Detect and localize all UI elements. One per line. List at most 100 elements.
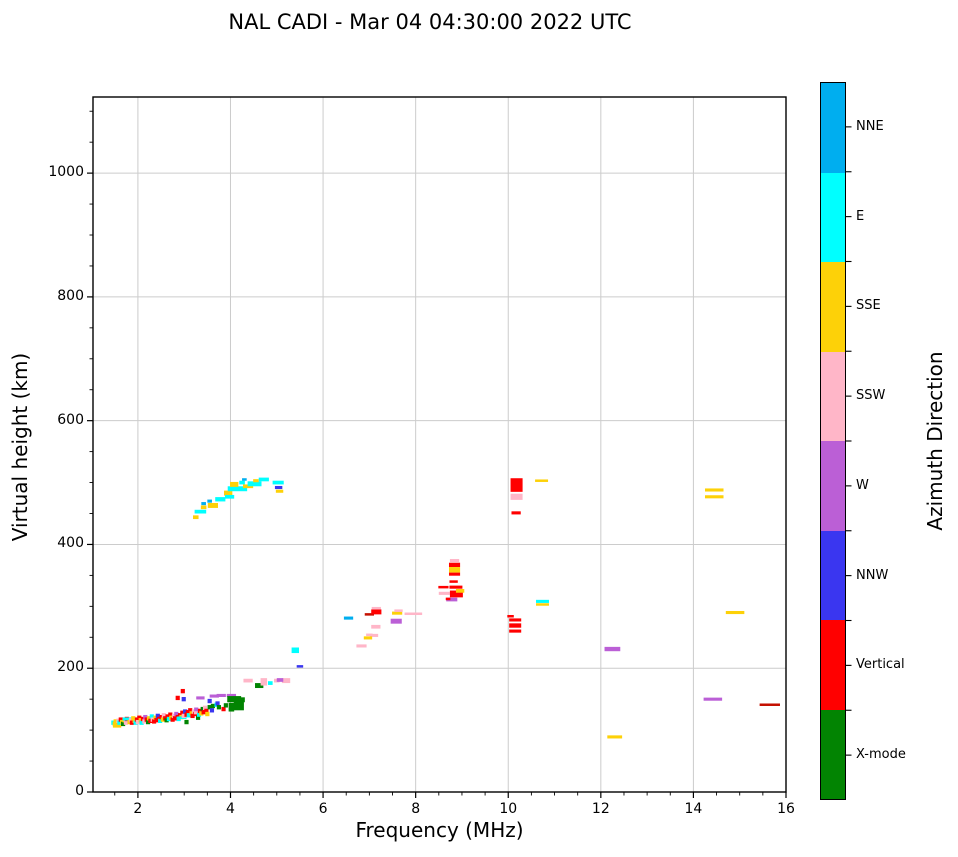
data-point (438, 591, 450, 595)
data-point (207, 698, 212, 704)
colorbar-title: Azimuth Direction (923, 351, 947, 531)
data-point (242, 478, 247, 481)
data-point (172, 716, 178, 721)
data-point (146, 719, 151, 725)
colorbar-label-sse: SSE (856, 298, 881, 314)
data-point (216, 705, 221, 710)
data-point (199, 711, 204, 716)
data-point (510, 493, 523, 500)
data-point (140, 716, 146, 722)
colorbar-label-nne: NNE (856, 118, 884, 134)
data-point (171, 713, 177, 719)
data-point (445, 597, 451, 601)
data-point (183, 709, 188, 714)
data-point (161, 713, 166, 718)
plot-frame-border (92, 96, 787, 793)
data-point (139, 720, 144, 725)
data-point (224, 490, 233, 496)
x-tick-label: 12 (591, 801, 610, 817)
data-point (509, 618, 522, 622)
data-point (209, 694, 219, 698)
data-point (449, 558, 460, 563)
data-point (209, 708, 215, 713)
data-point (438, 585, 449, 589)
data-point (371, 624, 381, 629)
data-point (223, 703, 228, 708)
data-point (181, 713, 186, 719)
data-point (449, 585, 463, 589)
data-point (227, 696, 242, 703)
y-tick-label: 0 (75, 783, 84, 799)
data-point (371, 609, 382, 615)
data-point (260, 678, 268, 686)
data-point (192, 515, 199, 520)
data-point (135, 719, 140, 725)
data-point (509, 623, 522, 628)
data-point (221, 706, 226, 712)
data-point (759, 703, 780, 706)
data-point (189, 711, 194, 716)
data-point (184, 719, 189, 725)
colorbar-segment-ssw (821, 351, 845, 441)
data-point (205, 711, 210, 717)
data-point (155, 713, 160, 719)
data-point (704, 495, 724, 499)
data-point (142, 719, 147, 724)
data-point (275, 489, 284, 493)
data-point (276, 678, 284, 682)
data-point (215, 701, 220, 706)
data-point (160, 717, 165, 722)
y-tick-label: 600 (57, 411, 84, 428)
data-point (228, 702, 235, 712)
data-point (390, 618, 402, 624)
data-point (725, 610, 745, 615)
colorbar-label-x-mode: X-mode (856, 747, 906, 763)
data-point (190, 713, 195, 719)
data-point (247, 481, 262, 487)
data-point (448, 572, 461, 576)
data-point (196, 696, 205, 700)
data-point (253, 479, 259, 483)
x-tick-label: 6 (318, 801, 328, 817)
data-point (446, 597, 458, 602)
data-point (216, 693, 226, 698)
data-point (536, 603, 549, 606)
colorbar-label-nnw: NNW (856, 567, 889, 583)
x-tick-label: 2 (133, 801, 143, 817)
data-point (133, 720, 138, 725)
data-point (267, 681, 273, 685)
data-point (233, 700, 244, 711)
data-point (137, 715, 142, 720)
data-point (204, 708, 209, 714)
data-point (343, 616, 354, 620)
data-point (291, 647, 300, 654)
data-point (240, 697, 245, 703)
data-point (258, 477, 269, 482)
colorbar-label-e: E (856, 208, 865, 224)
colorbar-segment-vertical (821, 620, 845, 710)
data-point (158, 718, 163, 723)
data-point (166, 716, 172, 722)
data-point (535, 479, 549, 482)
data-point (449, 590, 463, 598)
data-point (207, 499, 212, 503)
data-point (239, 480, 245, 485)
data-point (112, 721, 122, 728)
data-point (449, 580, 458, 583)
data-point (175, 695, 180, 701)
colorbar-segment-nnw (821, 530, 845, 620)
data-point (364, 613, 374, 616)
data-point (144, 717, 149, 722)
data-point (194, 707, 199, 712)
data-point (123, 720, 128, 725)
data-point (507, 614, 514, 618)
data-point (118, 717, 123, 722)
data-point (404, 612, 423, 616)
data-point (154, 718, 159, 723)
data-point (230, 481, 239, 487)
data-point (274, 485, 283, 490)
data-point (224, 494, 235, 499)
data-point (255, 683, 264, 689)
data-point (152, 719, 157, 724)
